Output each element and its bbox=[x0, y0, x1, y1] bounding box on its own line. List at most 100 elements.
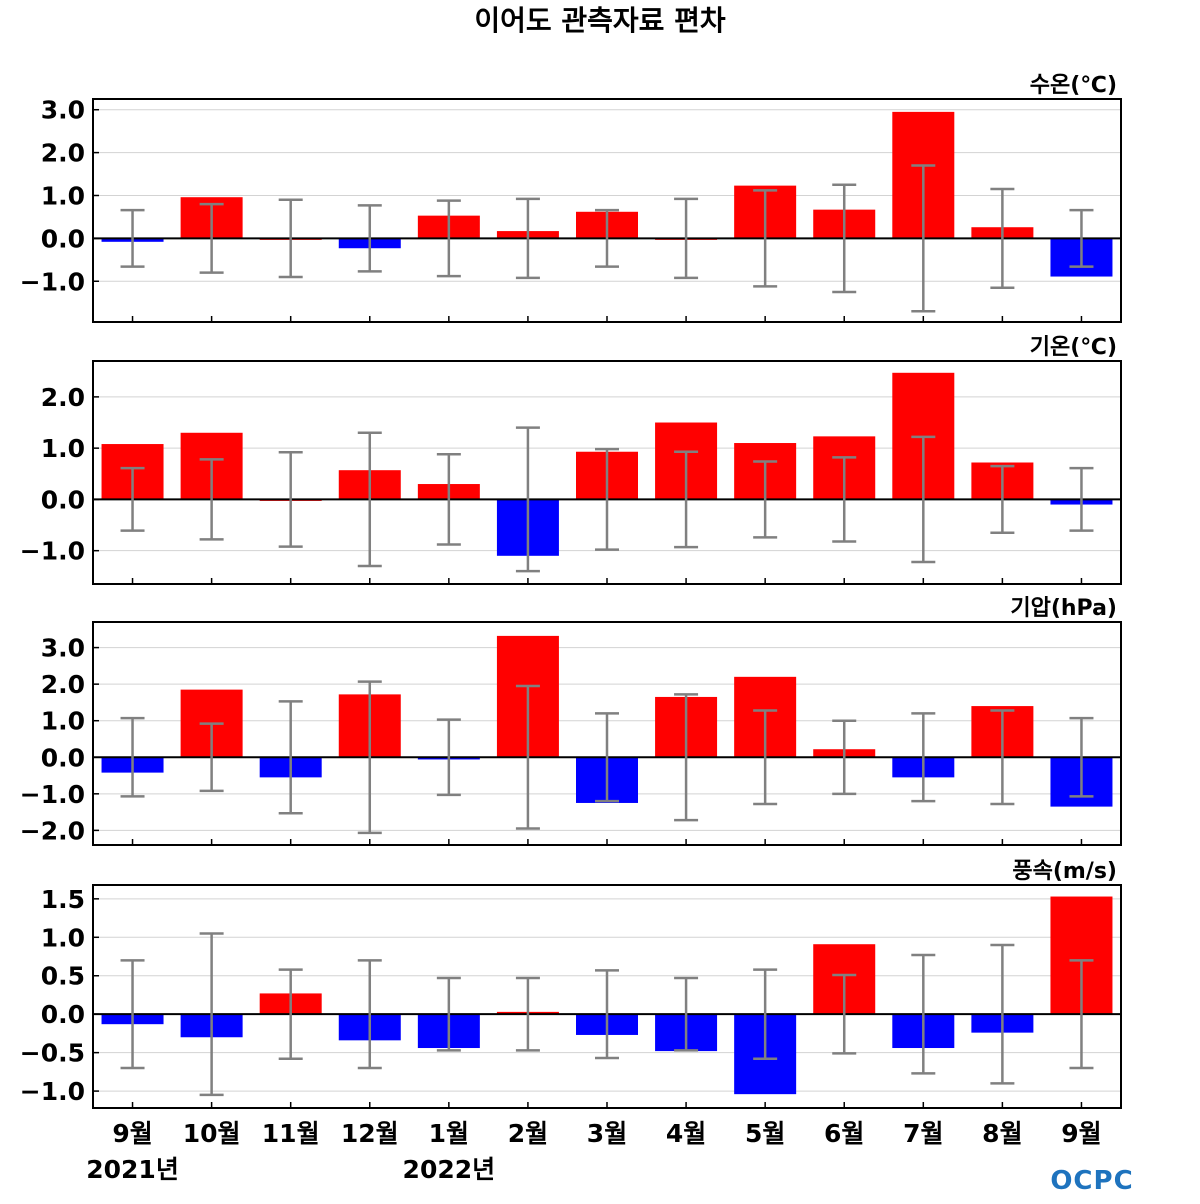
error-bar bbox=[832, 973, 857, 1055]
x-tick-label: 11월 bbox=[262, 1119, 320, 1148]
error-bar bbox=[436, 718, 461, 797]
error-bar bbox=[990, 187, 1015, 289]
y-tick-label: 1.0 bbox=[41, 434, 85, 463]
error-bar bbox=[278, 968, 303, 1061]
error-bar bbox=[990, 943, 1015, 1085]
error-bar bbox=[515, 976, 540, 1052]
y-tick-label: 1.5 bbox=[41, 885, 85, 914]
error-bar bbox=[832, 183, 857, 294]
error-bar bbox=[911, 712, 936, 803]
error-bar bbox=[357, 680, 382, 835]
x-tick-label: 4월 bbox=[666, 1119, 706, 1148]
x-tick-label: 9월 bbox=[112, 1119, 152, 1148]
y-tick-label: 0.0 bbox=[41, 1000, 85, 1029]
y-tick-label: −1.0 bbox=[20, 267, 85, 296]
error-bar bbox=[595, 208, 619, 268]
y-tick-label: −2.0 bbox=[20, 816, 85, 845]
error-bar bbox=[1069, 466, 1094, 532]
error-bar bbox=[990, 709, 1015, 806]
y-tick-label: 0.5 bbox=[41, 962, 85, 991]
error-bar bbox=[120, 208, 145, 268]
y-tick-label: −1.0 bbox=[20, 780, 85, 809]
y-tick-label: −1.0 bbox=[20, 537, 85, 566]
error-bar bbox=[832, 456, 857, 543]
error-bar bbox=[199, 722, 224, 793]
y-tick-label: 0.0 bbox=[41, 485, 85, 514]
panel-label: 기온(℃) bbox=[1030, 335, 1117, 360]
logo-text: OCPC bbox=[1050, 1166, 1133, 1196]
ocpc-logo: OCPC bbox=[1050, 1166, 1133, 1196]
error-bar bbox=[120, 716, 145, 798]
error-bar bbox=[753, 460, 778, 539]
panel-frame bbox=[92, 884, 1122, 1109]
error-bar bbox=[120, 959, 145, 1070]
error-bar bbox=[199, 458, 224, 541]
error-bar bbox=[911, 953, 936, 1075]
error-bar bbox=[357, 959, 382, 1070]
y-tick-label: 2.0 bbox=[41, 670, 85, 699]
error-bar bbox=[515, 684, 540, 830]
panel-1: 3.0 2.0 1.0 0.0 −1.0 수온(℃) bbox=[20, 73, 1122, 323]
y-tick-label: 0.0 bbox=[41, 224, 85, 253]
error-bar bbox=[436, 976, 461, 1052]
y-tick-label: 1.0 bbox=[41, 707, 85, 736]
error-bar bbox=[990, 464, 1015, 534]
x-axis-labels: 9월 10월 11월 12월 1월 2월 3월 4월 5월 6월 7월 8월 9월 2021년 2022년 bbox=[86, 1119, 1101, 1184]
error-bar bbox=[199, 932, 224, 1097]
x-tick-label: 9월 bbox=[1061, 1119, 1101, 1148]
error-bar bbox=[595, 712, 619, 803]
y-tick-label: 3.0 bbox=[41, 96, 85, 125]
panel-frame bbox=[92, 98, 1122, 323]
x-tick-label: 2월 bbox=[508, 1119, 548, 1148]
error-bar bbox=[674, 976, 699, 1052]
panels-layer: 3.0 2.0 1.0 0.0 −1.0 수온(℃) 2.0 1.0 0.0 −1.0 기온(℃) 3… bbox=[20, 73, 1122, 1109]
error-bar bbox=[199, 202, 224, 274]
error-bar bbox=[753, 968, 778, 1061]
panel-label: 풍속(m/s) bbox=[1012, 859, 1117, 884]
y-tick-label: 2.0 bbox=[41, 139, 85, 168]
error-bar bbox=[515, 426, 540, 573]
x-tick-label: 1월 bbox=[429, 1119, 469, 1148]
error-bar bbox=[1069, 959, 1094, 1070]
error-bar bbox=[515, 197, 540, 280]
x-tick-label: 7월 bbox=[903, 1119, 943, 1148]
x-tick-label: 10월 bbox=[183, 1119, 241, 1148]
x-tick-label: 8월 bbox=[982, 1119, 1022, 1148]
error-bar bbox=[753, 709, 778, 806]
y-tick-label: −1.0 bbox=[20, 1077, 85, 1106]
panel-label: 수온(℃) bbox=[1030, 73, 1117, 98]
error-bar bbox=[674, 450, 699, 549]
error-bar bbox=[357, 204, 382, 273]
year-label: 2021년 bbox=[86, 1155, 179, 1184]
chart-title: 이어도 관측자료 편차 bbox=[474, 4, 726, 37]
error-bar bbox=[595, 969, 619, 1060]
panel-3: 3.0 2.0 1.0 0.0 −1.0 −2.0 기압(hPa) bbox=[20, 596, 1122, 846]
error-bar bbox=[278, 451, 303, 548]
error-bar bbox=[120, 466, 145, 532]
y-tick-label: 2.0 bbox=[41, 383, 85, 412]
y-tick-label: 1.0 bbox=[41, 923, 85, 952]
y-tick-label: 0.0 bbox=[41, 743, 85, 772]
error-bar bbox=[278, 700, 303, 815]
x-tick-label: 12월 bbox=[341, 1119, 399, 1148]
error-bar bbox=[674, 693, 699, 822]
error-bar bbox=[832, 719, 857, 796]
year-label: 2022년 bbox=[403, 1155, 496, 1184]
panel-label: 기압(hPa) bbox=[1010, 596, 1117, 621]
error-bar bbox=[674, 197, 699, 280]
error-bar bbox=[436, 199, 461, 278]
error-bar bbox=[436, 453, 461, 546]
panel-frame bbox=[92, 621, 1122, 846]
y-tick-label: 1.0 bbox=[41, 181, 85, 210]
error-bar bbox=[1069, 208, 1094, 268]
y-tick-label: −0.5 bbox=[20, 1039, 85, 1068]
panel-2: 2.0 1.0 0.0 −1.0 기온(℃) bbox=[20, 335, 1122, 585]
panel-4: 1.5 1.0 0.5 0.0 −0.5 −1.0 풍속(m/s) bbox=[20, 859, 1122, 1109]
y-tick-label: 3.0 bbox=[41, 634, 85, 663]
error-bar bbox=[1069, 716, 1094, 798]
error-bar bbox=[357, 431, 382, 568]
x-tick-label: 6월 bbox=[824, 1119, 864, 1148]
x-tick-label: 5월 bbox=[745, 1119, 785, 1148]
error-bar bbox=[911, 164, 936, 313]
